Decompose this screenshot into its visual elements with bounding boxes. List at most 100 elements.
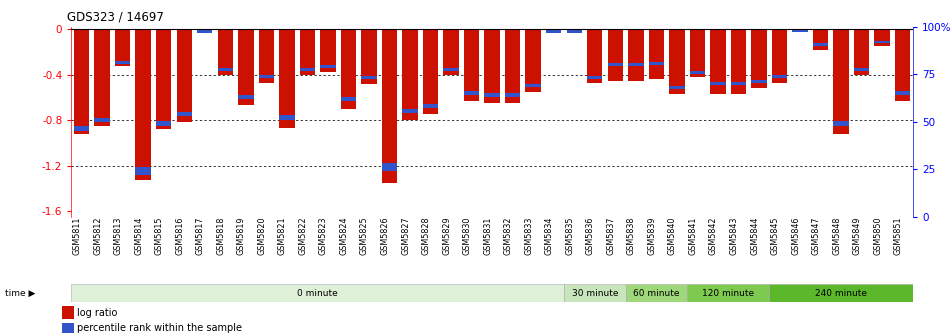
Text: GSM5843: GSM5843 [729, 217, 739, 255]
Text: GSM5845: GSM5845 [770, 217, 780, 255]
Bar [340, 29, 356, 109]
Bar [689, 29, 705, 77]
Text: GSM5846: GSM5846 [791, 217, 800, 255]
Bar [629, 29, 644, 81]
Bar [94, 29, 109, 126]
Text: GSM5840: GSM5840 [668, 217, 677, 255]
Text: GSM5821: GSM5821 [278, 217, 287, 255]
Text: GSM5822: GSM5822 [299, 217, 307, 255]
Text: 60 minute: 60 minute [633, 289, 680, 298]
Bar [238, 95, 254, 99]
Bar [361, 76, 377, 79]
Bar [115, 61, 130, 64]
Bar [156, 29, 171, 129]
Bar [895, 29, 910, 101]
Text: GSM5842: GSM5842 [708, 217, 718, 255]
Bar [177, 29, 192, 122]
Text: GSM5841: GSM5841 [689, 217, 697, 255]
Bar [587, 29, 603, 83]
Text: GSM5830: GSM5830 [462, 217, 472, 255]
Bar [587, 76, 603, 79]
Bar [505, 29, 520, 103]
Bar [833, 29, 849, 134]
Bar [381, 163, 398, 171]
Bar [567, 29, 582, 32]
Bar [423, 29, 438, 115]
Bar [484, 93, 500, 97]
Text: GSM5848: GSM5848 [832, 217, 841, 255]
Text: GDS323 / 14697: GDS323 / 14697 [67, 10, 164, 23]
Text: GSM5823: GSM5823 [319, 217, 328, 255]
Bar [443, 68, 458, 71]
Bar [649, 29, 664, 79]
Bar [688, 284, 769, 302]
Bar [218, 68, 233, 71]
Bar [526, 84, 541, 87]
Bar [546, 30, 561, 33]
Bar [670, 86, 685, 89]
Bar [259, 29, 274, 83]
Bar [710, 82, 726, 85]
Bar [813, 43, 828, 46]
Bar [71, 284, 564, 302]
Bar [608, 29, 623, 81]
Bar [464, 91, 479, 95]
Bar [629, 63, 644, 66]
Bar [649, 62, 664, 65]
Bar [340, 97, 356, 101]
Text: GSM5847: GSM5847 [811, 217, 821, 255]
Bar [464, 29, 479, 101]
Bar [564, 284, 626, 302]
Text: GSM5815: GSM5815 [155, 217, 164, 255]
Bar [567, 30, 582, 33]
Bar [280, 115, 295, 120]
Bar [156, 121, 171, 126]
Bar [751, 29, 767, 88]
Bar [135, 167, 151, 175]
Bar [74, 126, 89, 131]
Bar [792, 29, 807, 32]
Text: GSM5827: GSM5827 [401, 217, 410, 255]
Bar [769, 284, 913, 302]
Text: GSM5825: GSM5825 [360, 217, 369, 255]
Text: GSM5828: GSM5828 [421, 217, 431, 255]
Bar [197, 29, 212, 32]
Bar [135, 29, 151, 180]
Text: GSM5814: GSM5814 [134, 217, 144, 255]
Bar [300, 29, 315, 75]
Bar [730, 29, 747, 94]
Bar [895, 91, 910, 95]
Text: GSM5811: GSM5811 [72, 217, 82, 255]
Text: GSM5818: GSM5818 [216, 217, 225, 255]
Text: GSM5851: GSM5851 [894, 217, 902, 255]
Text: GSM5812: GSM5812 [93, 217, 102, 255]
Text: GSM5817: GSM5817 [196, 217, 204, 255]
Text: percentile rank within the sample: percentile rank within the sample [77, 323, 243, 333]
Text: 0 minute: 0 minute [298, 289, 338, 298]
Bar [320, 29, 336, 72]
Bar [320, 65, 336, 68]
Bar [689, 71, 705, 74]
Text: GSM5850: GSM5850 [873, 217, 883, 255]
Text: GSM5832: GSM5832 [504, 217, 513, 255]
Bar [381, 29, 398, 183]
Text: 240 minute: 240 minute [815, 289, 867, 298]
Text: GSM5836: GSM5836 [586, 217, 594, 255]
Bar [626, 284, 688, 302]
Bar [833, 121, 849, 126]
Bar [710, 29, 726, 94]
Bar [875, 41, 890, 43]
Bar [751, 80, 767, 83]
Bar [772, 75, 787, 78]
Text: GSM5838: GSM5838 [627, 217, 636, 255]
Bar [259, 75, 274, 78]
Bar [238, 29, 254, 105]
Text: GSM5844: GSM5844 [750, 217, 759, 255]
Bar [197, 30, 212, 33]
Bar [94, 118, 109, 122]
Text: time ▶: time ▶ [5, 289, 35, 297]
Bar [177, 112, 192, 116]
Text: GSM5813: GSM5813 [113, 217, 123, 255]
Bar [361, 29, 377, 84]
Bar [484, 29, 500, 103]
